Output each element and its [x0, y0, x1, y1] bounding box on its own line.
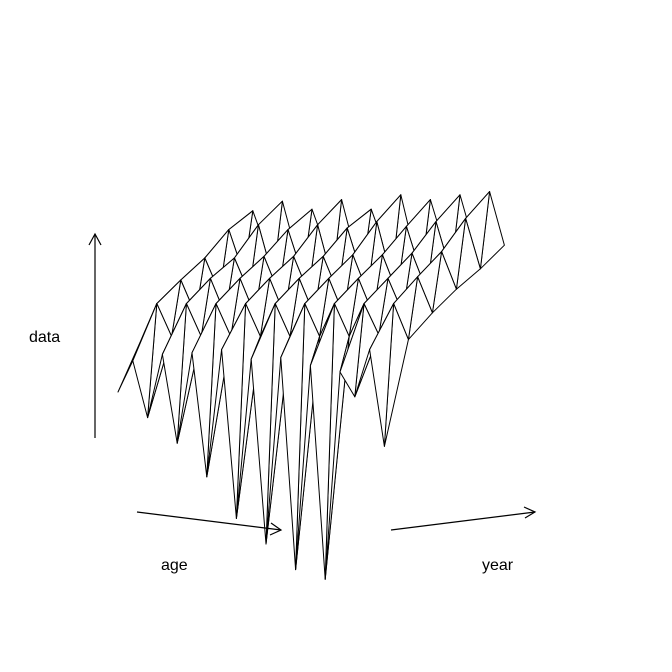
z-axis-label: data	[29, 329, 60, 346]
surface-mesh	[117, 191, 505, 580]
surface-facet	[324, 335, 350, 580]
surface-facet	[369, 303, 395, 447]
age-axis-arrow	[136, 511, 283, 536]
surface-facet	[161, 303, 187, 444]
surface-facet	[309, 303, 335, 580]
z-axis-arrow	[88, 232, 102, 438]
surface-facet	[339, 303, 365, 398]
x-axis-label: age	[161, 557, 188, 574]
surface-facet	[250, 303, 276, 545]
surface-facet	[221, 303, 247, 519]
surface-facet	[132, 303, 158, 419]
surface-facet	[191, 303, 217, 478]
year-axis-arrow	[390, 506, 537, 531]
surface-facet	[280, 303, 306, 571]
y-axis-label: year	[482, 557, 514, 574]
